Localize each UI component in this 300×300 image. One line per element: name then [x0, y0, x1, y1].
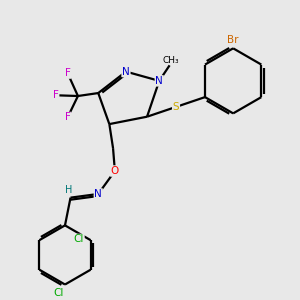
Text: Cl: Cl	[74, 234, 84, 244]
Text: F: F	[64, 112, 70, 122]
Text: N: N	[94, 189, 102, 199]
Text: S: S	[173, 102, 179, 112]
Text: O: O	[111, 166, 119, 176]
Text: N: N	[122, 67, 130, 76]
Text: F: F	[53, 90, 59, 100]
Text: Cl: Cl	[53, 288, 64, 298]
Text: F: F	[64, 68, 70, 78]
Text: Br: Br	[227, 35, 239, 45]
Text: H: H	[65, 184, 72, 194]
Text: N: N	[155, 76, 163, 86]
Text: CH₃: CH₃	[162, 56, 178, 65]
